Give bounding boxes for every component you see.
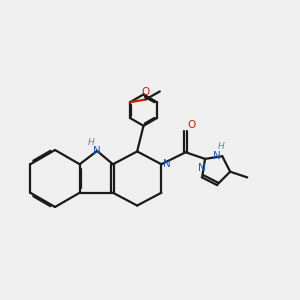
Text: N: N	[213, 151, 221, 161]
Text: N: N	[93, 146, 101, 156]
Text: O: O	[142, 87, 150, 97]
Text: O: O	[187, 120, 195, 130]
Text: H: H	[88, 138, 95, 147]
Text: N: N	[163, 159, 171, 169]
Text: N: N	[198, 163, 206, 173]
Text: H: H	[218, 142, 225, 152]
